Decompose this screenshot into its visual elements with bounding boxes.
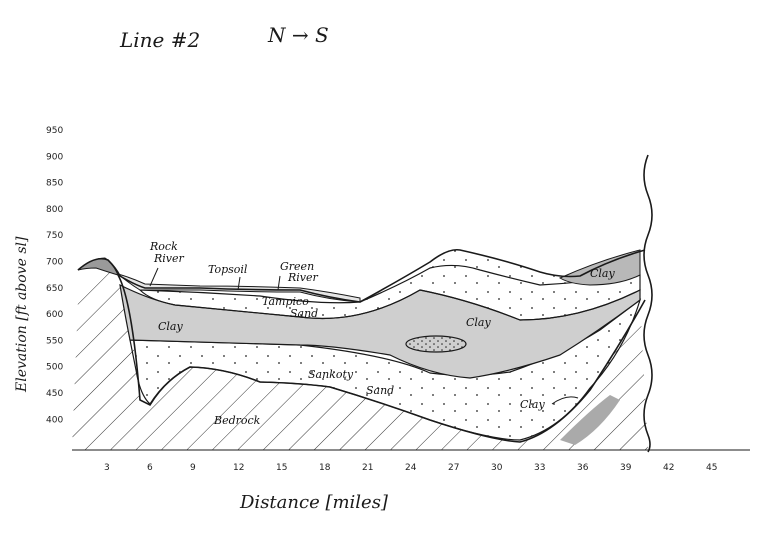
y-tick-label: 550 <box>46 336 63 346</box>
label-topsoil: Topsoil <box>208 263 248 276</box>
x-tick-label: 12 <box>233 463 244 473</box>
y-tick-label: 400 <box>46 415 63 425</box>
label-tampico-sand: Tampico Sand <box>262 295 318 320</box>
arrow-topsoil <box>237 276 241 291</box>
label-clay-top-right: Clay <box>590 267 615 280</box>
y-tick-label: 800 <box>46 205 63 215</box>
direction-label: N → S <box>267 23 329 47</box>
topsoil-layer <box>117 273 361 303</box>
x-tick-label: 33 <box>534 463 545 473</box>
x-tick-labels: 3 6 9 12 15 18 21 24 27 30 33 36 39 42 45 <box>104 463 717 473</box>
x-tick-label: 27 <box>448 463 459 473</box>
x-axis-label: Distance [miles] <box>239 492 389 513</box>
clay-bottom-right-layer <box>560 395 620 445</box>
y-tick-label: 450 <box>46 389 63 399</box>
label-bedrock: Bedrock <box>213 414 261 427</box>
x-tick-label: 45 <box>706 463 717 473</box>
y-tick-label: 750 <box>46 231 63 241</box>
x-tick-label: 6 <box>147 463 153 473</box>
x-tick-label: 36 <box>577 463 589 473</box>
label-green-river: Green River <box>280 260 319 284</box>
y-tick-label: 700 <box>46 258 63 268</box>
section-break-line <box>643 154 653 453</box>
x-tick-label: 9 <box>190 463 196 473</box>
x-tick-label: 39 <box>620 463 632 473</box>
y-tick-label: 600 <box>46 310 63 320</box>
y-tick-labels: 950 900 850 800 750 700 650 600 550 500 450 400 <box>46 126 63 425</box>
x-tick-label: 15 <box>276 463 287 473</box>
y-tick-label: 900 <box>46 152 63 162</box>
ground-surface-line <box>77 248 646 303</box>
label-rock-river: Rock River <box>149 240 185 265</box>
x-tick-label: 42 <box>663 463 674 473</box>
y-axis-label: Elevation [ft above sl] <box>14 236 30 393</box>
y-tick-label: 850 <box>46 179 63 189</box>
upper-sand-hill <box>360 250 640 302</box>
y-tick-label: 500 <box>46 363 63 373</box>
x-tick-label: 18 <box>319 463 331 473</box>
x-tick-label: 24 <box>405 463 417 473</box>
x-tick-label: 30 <box>491 463 503 473</box>
bedrock-top-line <box>117 274 646 443</box>
arrow-clay-bottom-right <box>551 396 579 405</box>
label-clay-center: Clay <box>466 316 491 329</box>
label-clay-left: Clay <box>158 320 183 333</box>
diagram-title: Line #2 <box>119 28 200 52</box>
clay-lens <box>405 335 467 353</box>
y-tick-label: 950 <box>46 126 63 136</box>
x-tick-label: 21 <box>362 463 373 473</box>
bedrock-layer <box>72 262 648 450</box>
y-tick-label: 650 <box>46 284 63 294</box>
arrow-rock-river <box>149 267 159 287</box>
x-tick-label: 3 <box>104 463 110 473</box>
label-sankoty-sand: SankotySand <box>308 368 394 397</box>
arrow-green-river <box>277 275 281 291</box>
label-clay-bottom-right: Clay <box>520 398 545 411</box>
